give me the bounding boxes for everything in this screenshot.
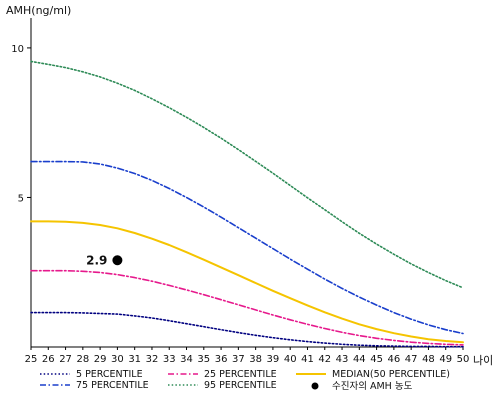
series-line-5-percentile xyxy=(30,311,464,348)
x-tick-label: 47 xyxy=(405,354,418,365)
x-tick-label: 41 xyxy=(301,354,314,365)
x-tick-label: 27 xyxy=(59,354,72,365)
series-line-median-50-percentile xyxy=(30,220,464,344)
legend-label: 75 PERCENTILE xyxy=(76,380,149,391)
series-line-25-percentile xyxy=(30,269,464,346)
x-tick-label: 39 xyxy=(267,354,280,365)
x-tick-label: 34 xyxy=(180,354,193,365)
legend-label: 5 PERCENTILE xyxy=(76,369,143,380)
x-tick-label: 29 xyxy=(94,354,107,365)
y-tick-label: 5 xyxy=(18,193,24,204)
patient-marker-label: 2.9 xyxy=(86,253,107,267)
y-ticks: 5 10 xyxy=(11,44,31,204)
y-axis-label: AMH(ng/ml) xyxy=(6,4,71,17)
x-tick-label: 35 xyxy=(197,354,210,365)
legend-marker-swatch xyxy=(311,382,319,390)
x-tick-label: 40 xyxy=(284,354,297,365)
x-tick-label: 38 xyxy=(249,354,262,365)
x-tick-label: 26 xyxy=(42,354,55,365)
x-tick-label: 31 xyxy=(128,354,141,365)
x-tick-label: 37 xyxy=(232,354,245,365)
x-tick-label: 46 xyxy=(388,354,401,365)
patient-marker xyxy=(112,255,123,266)
legend-marker-label: 수진자의 AMH 농도 xyxy=(332,381,413,392)
x-tick-label: 50 xyxy=(457,354,470,365)
series-lines xyxy=(30,60,464,348)
x-tick-label: 25 xyxy=(25,354,38,365)
x-tick-label: 49 xyxy=(439,354,452,365)
series-line-95-percentile xyxy=(30,60,464,289)
x-tick-label: 32 xyxy=(146,354,159,365)
legend-label: 95 PERCENTILE xyxy=(204,380,277,391)
x-tick-label: 44 xyxy=(353,354,366,365)
y-tick-label: 10 xyxy=(11,44,24,55)
x-tick-label: 28 xyxy=(76,354,89,365)
legend-label: MEDIAN(50 PERCENTILE) xyxy=(332,369,450,380)
x-tick-label: 43 xyxy=(336,354,349,365)
x-tick-label: 36 xyxy=(215,354,228,365)
x-tick-label: 42 xyxy=(318,354,331,365)
x-tick-label: 45 xyxy=(370,354,383,365)
legend-label: 25 PERCENTILE xyxy=(204,369,277,380)
x-tick-label: 48 xyxy=(422,354,435,365)
x-tick-label: 33 xyxy=(163,354,176,365)
x-axis-label: 나이 xyxy=(473,354,493,367)
patient-marker-group: 2.9 xyxy=(86,253,123,267)
x-tick-label: 30 xyxy=(111,354,124,365)
series-line-75-percentile xyxy=(30,160,464,335)
x-ticks: 25 26 27 28 29 30 31 32 33 34 35 36 37 38 39 40 41 42 43 44… xyxy=(25,347,470,365)
